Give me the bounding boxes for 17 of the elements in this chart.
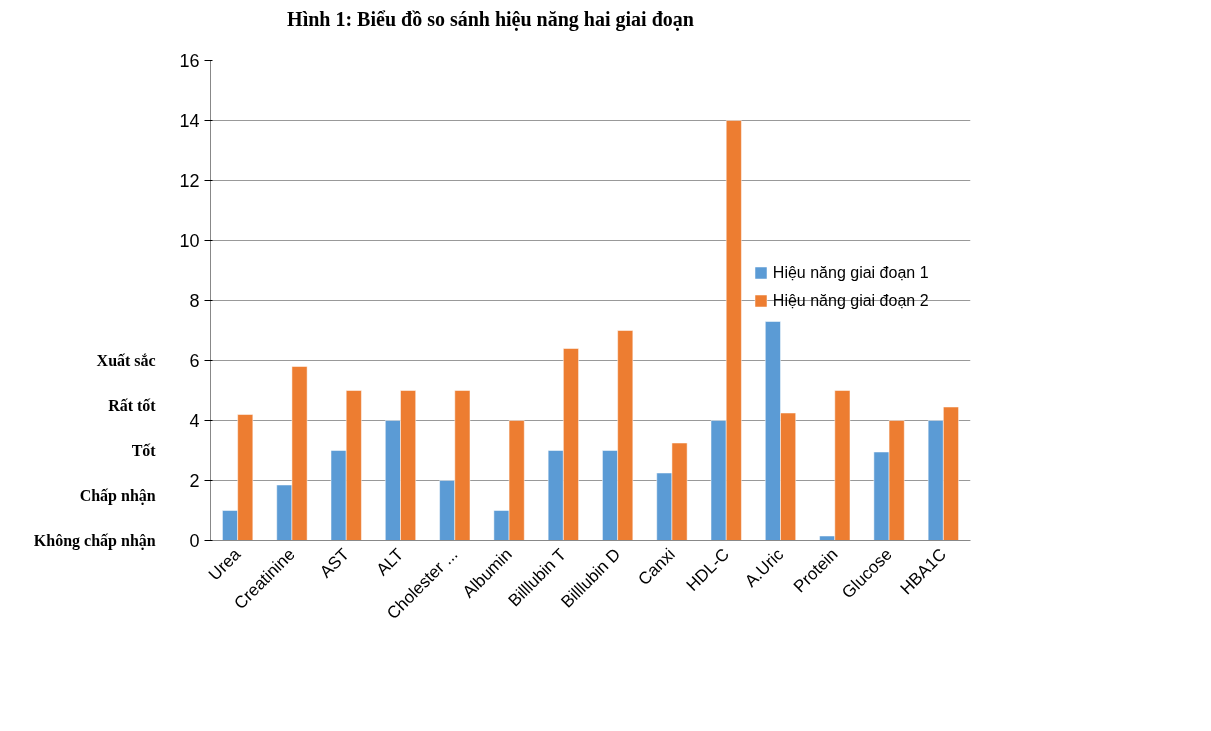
text: Xuất sắc (96, 352, 156, 369)
y-tick-label: 10 (179, 231, 200, 251)
text: Tốt (131, 442, 157, 459)
y-tick-label: 16 (179, 51, 200, 71)
y-tick-label: 6 (189, 351, 200, 371)
y-tick-label: 14 (179, 111, 200, 131)
y-tick-label: 8 (189, 291, 200, 311)
chart-title: Hình 1: Biểu đồ so sánh hiệu năng hai giai đoạn (287, 7, 694, 31)
text: Rất tốt (108, 397, 157, 414)
text: Không chấp nhận (33, 532, 156, 550)
text: Chấp nhận (79, 487, 156, 505)
legend-label: Hiệu năng giai đoạn 2 (772, 291, 929, 310)
y-tick-label: 0 (189, 531, 200, 551)
y-tick-label: 2 (189, 471, 200, 491)
y-tick-label: 4 (189, 411, 200, 431)
legend-label: Hiệu năng giai đoạn 1 (772, 263, 929, 282)
y-tick-label: 12 (179, 171, 200, 191)
